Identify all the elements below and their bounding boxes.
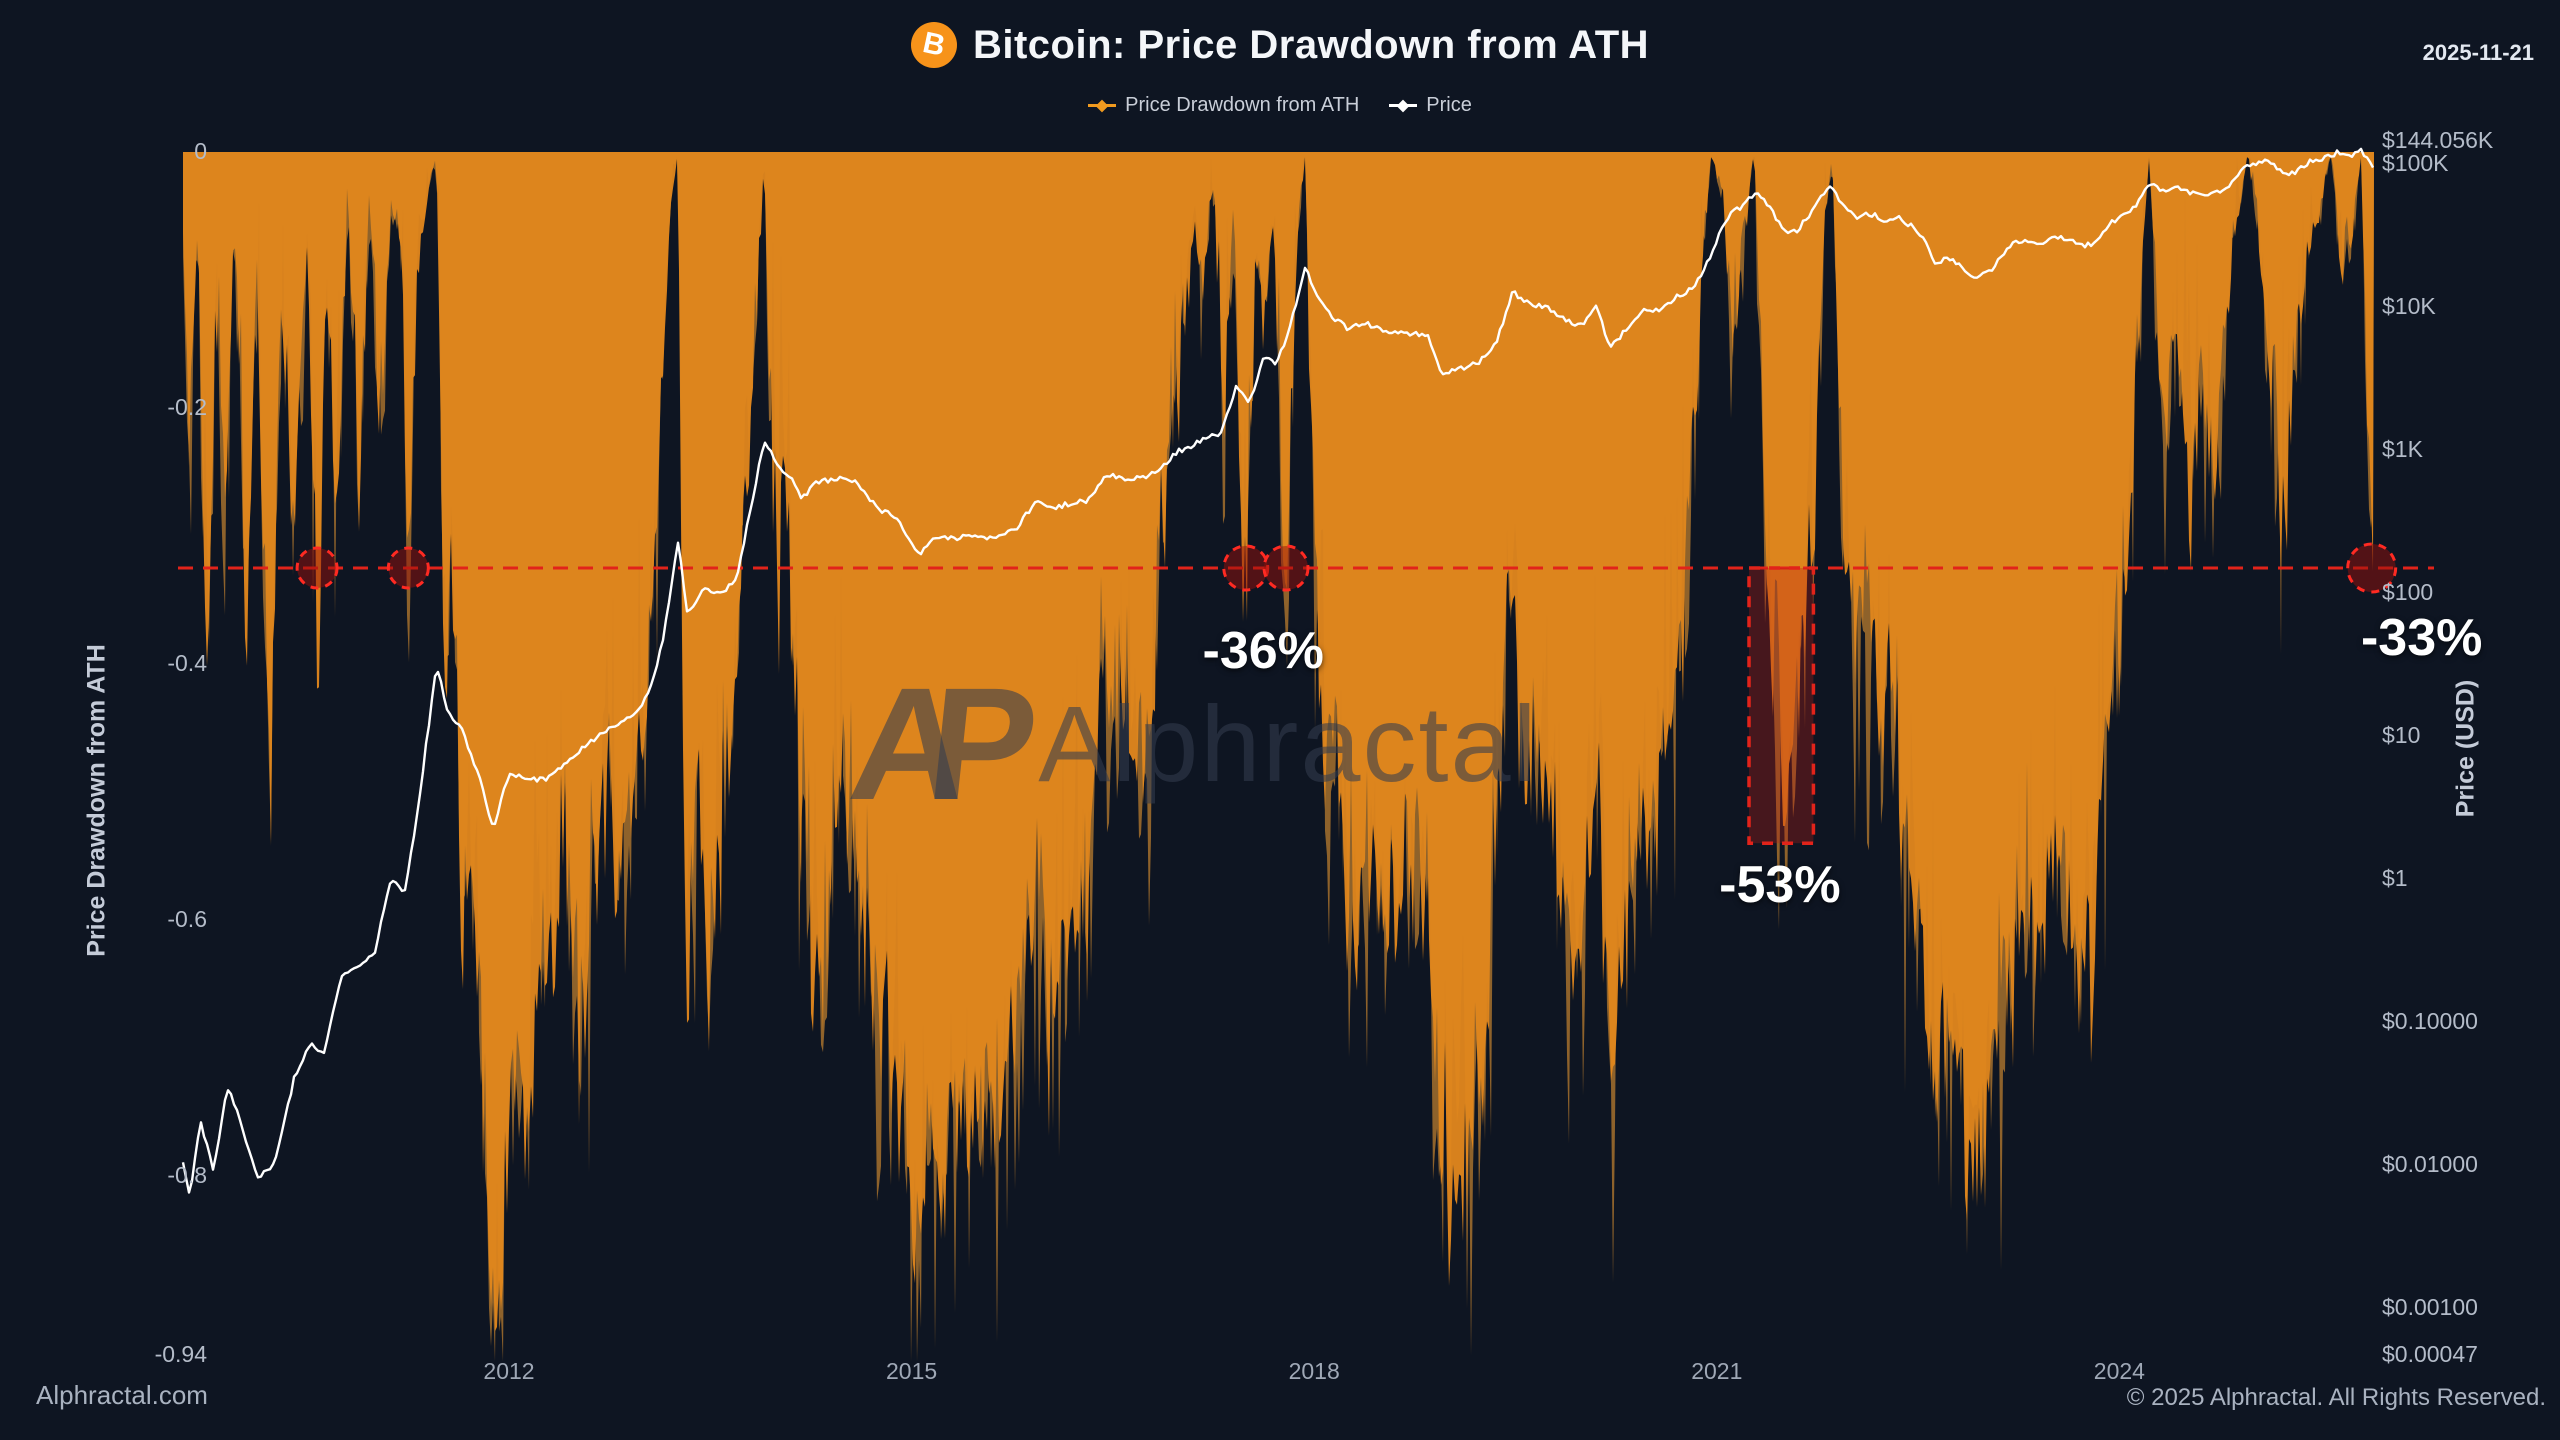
bitcoin-icon-glyph: B [920, 26, 949, 63]
y-right-axis-title: Price (USD) [2451, 679, 2480, 818]
legend-item-price[interactable]: Price [1389, 94, 1472, 117]
y-right-tick: $0.00100 [2382, 1294, 2478, 1320]
price-line [181, 147, 2375, 1194]
y-left-axis-title: Price Drawdown from ATH [82, 644, 111, 957]
legend-item-drawdown-label: Price Drawdown from ATH [1125, 94, 1360, 116]
y-right-tick: $144.056K [2382, 127, 2494, 154]
x-axis-tick: 2021 [1691, 1358, 1743, 1384]
y-right-tick: $10 [2382, 722, 2421, 748]
y-left-tick: -0.6 [167, 906, 207, 932]
legend-item-drawdown[interactable]: Price Drawdown from ATH [1088, 94, 1359, 117]
dip-marker-circle [1222, 544, 1270, 592]
bitcoin-icon: B [910, 22, 957, 68]
x-axis-tick: 2015 [886, 1358, 938, 1384]
annotation-label: -36% [1202, 622, 1324, 681]
dip-marker-circle [2346, 542, 2398, 594]
x-axis-tick: 2018 [1288, 1358, 1340, 1384]
y-left-tick: -0.4 [167, 650, 207, 676]
dip-marker-circle [386, 546, 430, 590]
y-right-tick: $1 [2382, 865, 2408, 891]
x-axis-tick: 2012 [483, 1358, 535, 1384]
site-link: Alphractal.com [36, 1380, 208, 1410]
y-right-tick: $0.01000 [2382, 1151, 2478, 1177]
y-left-tick: 0 [194, 138, 207, 164]
header: B Bitcoin: Price Drawdown from ATH [0, 22, 2560, 68]
drawdown-area [183, 152, 2374, 1332]
page-title: Bitcoin: Price Drawdown from ATH [972, 22, 1650, 67]
x-axis-tick: 2024 [2093, 1358, 2145, 1384]
legend: Price Drawdown from ATH Price [0, 94, 2560, 117]
price-series-marker-icon [1389, 104, 1418, 107]
copyright-text: © 2025 Alphractal. All Rights Reserved. [2126, 1384, 2546, 1411]
y-right-tick: $0.00047 [2382, 1340, 2478, 1367]
drawdown-series-marker-icon [1088, 104, 1117, 107]
y-right-tick: $1K [2382, 436, 2423, 462]
y-right-tick: $100 [2382, 579, 2434, 605]
dip-marker-circle [295, 546, 339, 590]
dip-highlight-box [1747, 566, 1816, 845]
legend-item-price-label: Price [1426, 94, 1472, 116]
y-right-tick: $10K [2382, 293, 2436, 319]
dip-marker-circle [1262, 544, 1310, 592]
annotation-label: -33% [2360, 609, 2483, 668]
annotation-label: -53% [1719, 856, 1841, 915]
y-right-tick: $0.10000 [2382, 1008, 2478, 1034]
y-right-tick: $100K [2382, 150, 2449, 176]
date-label: 2025-11-21 [2422, 40, 2534, 65]
y-left-tick: -0.8 [167, 1162, 207, 1188]
y-left-tick: -0.2 [167, 394, 207, 420]
y-left-tick: -0.94 [154, 1341, 207, 1368]
